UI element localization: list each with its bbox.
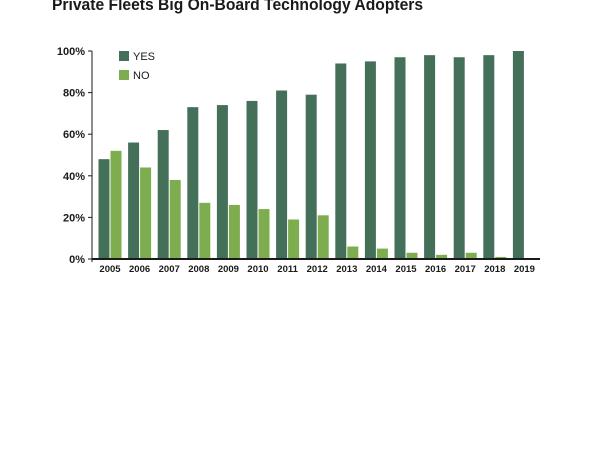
bar-no-2007 — [169, 179, 181, 259]
bar-yes-2019 — [512, 51, 524, 259]
x-tick-label: 2013 — [336, 264, 357, 275]
x-tick-label: 2008 — [188, 264, 209, 275]
bar-yes-2014 — [364, 61, 376, 260]
bar-no-2016 — [436, 254, 448, 259]
bar-yes-2011 — [276, 90, 288, 260]
x-tick-label: 2014 — [366, 264, 388, 275]
bar-yes-2008 — [187, 107, 199, 259]
x-tick-label: 2017 — [455, 264, 476, 275]
y-tick-label: 100% — [57, 46, 85, 58]
legend-label-no: NO — [133, 70, 150, 82]
bar-no-2015 — [406, 252, 418, 259]
x-tick-label: 2016 — [425, 264, 446, 275]
bar-no-2009 — [228, 204, 240, 259]
bar-yes-2016 — [424, 55, 436, 259]
x-tick-label: 2010 — [247, 264, 268, 275]
x-tick-label: 2011 — [277, 264, 298, 275]
y-tick-label: 60% — [63, 129, 85, 141]
bar-yes-2017 — [453, 57, 465, 259]
chart-title: Private Fleets Big On-Board Technology A… — [52, 0, 424, 14]
bar-yes-2018 — [483, 55, 495, 259]
x-tick-label: 2015 — [395, 264, 417, 275]
bar-yes-2013 — [335, 63, 347, 260]
legend-swatch-yes — [119, 51, 129, 61]
x-tick-label: 2019 — [514, 264, 535, 275]
bar-no-2017 — [465, 252, 477, 259]
bar-yes-2007 — [157, 130, 169, 259]
bar-no-2013 — [347, 246, 359, 259]
bar-no-2008 — [199, 202, 211, 259]
y-tick-label: 40% — [63, 171, 85, 183]
y-tick-label: 20% — [63, 212, 85, 224]
x-tick-label: 2007 — [159, 264, 180, 275]
bar-no-2018 — [495, 256, 507, 259]
x-tick-label: 2009 — [218, 264, 239, 275]
x-tick-label: 2018 — [484, 264, 505, 275]
x-tick-label: 2006 — [129, 264, 150, 275]
y-tick-label: 80% — [63, 88, 85, 100]
legend-label-yes: YES — [133, 51, 155, 63]
bar-yes-2010 — [246, 100, 258, 259]
bar-no-2014 — [376, 248, 388, 259]
bar-no-2012 — [317, 215, 329, 259]
bar-yes-2006 — [128, 142, 140, 259]
bar-no-2011 — [288, 219, 300, 259]
bar-yes-2012 — [305, 94, 317, 260]
x-tick-label: 2005 — [99, 264, 121, 275]
bar-no-2005 — [110, 150, 122, 259]
bar-yes-2005 — [98, 159, 110, 259]
y-tick-label: 0% — [69, 254, 85, 266]
bar-yes-2015 — [394, 57, 406, 259]
bar-no-2010 — [258, 209, 270, 259]
x-tick-label: 2012 — [307, 264, 328, 275]
bar-yes-2009 — [216, 105, 228, 259]
bar-no-2006 — [140, 167, 152, 259]
legend-swatch-no — [119, 70, 129, 80]
